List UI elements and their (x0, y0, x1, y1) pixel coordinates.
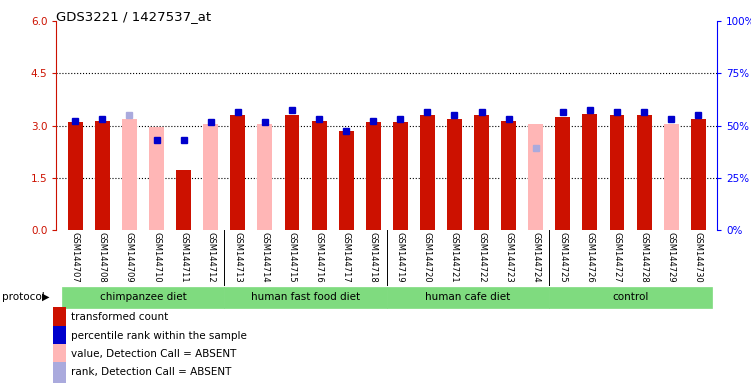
Text: GSM144722: GSM144722 (477, 232, 486, 282)
Text: GSM144707: GSM144707 (71, 232, 80, 282)
Text: GSM144721: GSM144721 (450, 232, 459, 282)
Text: GSM144708: GSM144708 (98, 232, 107, 282)
Bar (528, 124, 543, 230)
Bar (420, 115, 435, 230)
Text: GSM144719: GSM144719 (396, 232, 405, 282)
Text: GDS3221 / 1427537_at: GDS3221 / 1427537_at (56, 10, 212, 23)
Text: human fast food diet: human fast food diet (251, 292, 360, 302)
Bar (610, 115, 624, 230)
Bar (556, 117, 570, 230)
Text: protocol: protocol (2, 292, 44, 302)
FancyBboxPatch shape (53, 307, 66, 327)
Bar (122, 119, 137, 230)
Text: GSM144730: GSM144730 (694, 232, 703, 282)
Text: GSM144724: GSM144724 (531, 232, 540, 282)
Text: GSM144729: GSM144729 (667, 232, 676, 282)
Text: GSM144720: GSM144720 (423, 232, 432, 282)
Text: GSM144723: GSM144723 (504, 232, 513, 282)
Text: human cafe diet: human cafe diet (425, 292, 511, 302)
Text: GSM144714: GSM144714 (261, 232, 270, 282)
Bar (366, 122, 381, 230)
Bar (447, 119, 462, 230)
FancyBboxPatch shape (387, 286, 549, 308)
Bar (691, 119, 706, 230)
Text: GSM144715: GSM144715 (288, 232, 297, 282)
FancyBboxPatch shape (62, 286, 225, 308)
Text: GSM144726: GSM144726 (585, 232, 594, 282)
Text: GSM144712: GSM144712 (207, 232, 216, 282)
FancyBboxPatch shape (225, 286, 387, 308)
Bar (501, 121, 516, 230)
Bar (258, 124, 273, 230)
Text: value, Detection Call = ABSENT: value, Detection Call = ABSENT (71, 349, 237, 359)
Text: GSM144716: GSM144716 (315, 232, 324, 282)
Bar (285, 115, 300, 230)
Text: GSM144727: GSM144727 (613, 232, 622, 282)
Bar (664, 124, 679, 230)
Text: transformed count: transformed count (71, 312, 168, 322)
Bar (637, 115, 652, 230)
Bar (583, 114, 597, 230)
Bar (204, 124, 218, 230)
Bar (393, 122, 408, 230)
Bar (95, 121, 110, 230)
Text: GSM144728: GSM144728 (640, 232, 649, 282)
Bar (176, 170, 191, 230)
Text: GSM144717: GSM144717 (342, 232, 351, 282)
Bar (339, 131, 354, 230)
Text: ▶: ▶ (42, 292, 50, 302)
Text: chimpanzee diet: chimpanzee diet (100, 292, 186, 302)
Text: GSM144725: GSM144725 (558, 232, 567, 282)
Bar (474, 115, 489, 230)
FancyBboxPatch shape (53, 326, 66, 346)
Bar (231, 115, 246, 230)
FancyBboxPatch shape (53, 344, 66, 364)
Text: GSM144711: GSM144711 (179, 232, 189, 282)
FancyBboxPatch shape (53, 362, 66, 382)
Text: percentile rank within the sample: percentile rank within the sample (71, 331, 247, 341)
Bar (68, 122, 83, 230)
Text: GSM144709: GSM144709 (125, 232, 134, 282)
Text: GSM144713: GSM144713 (234, 232, 243, 282)
Text: GSM144718: GSM144718 (369, 232, 378, 282)
Text: GSM144710: GSM144710 (152, 232, 161, 282)
Bar (149, 127, 164, 230)
Text: control: control (612, 292, 649, 302)
Text: rank, Detection Call = ABSENT: rank, Detection Call = ABSENT (71, 367, 232, 377)
FancyBboxPatch shape (549, 286, 712, 308)
Bar (312, 121, 327, 230)
